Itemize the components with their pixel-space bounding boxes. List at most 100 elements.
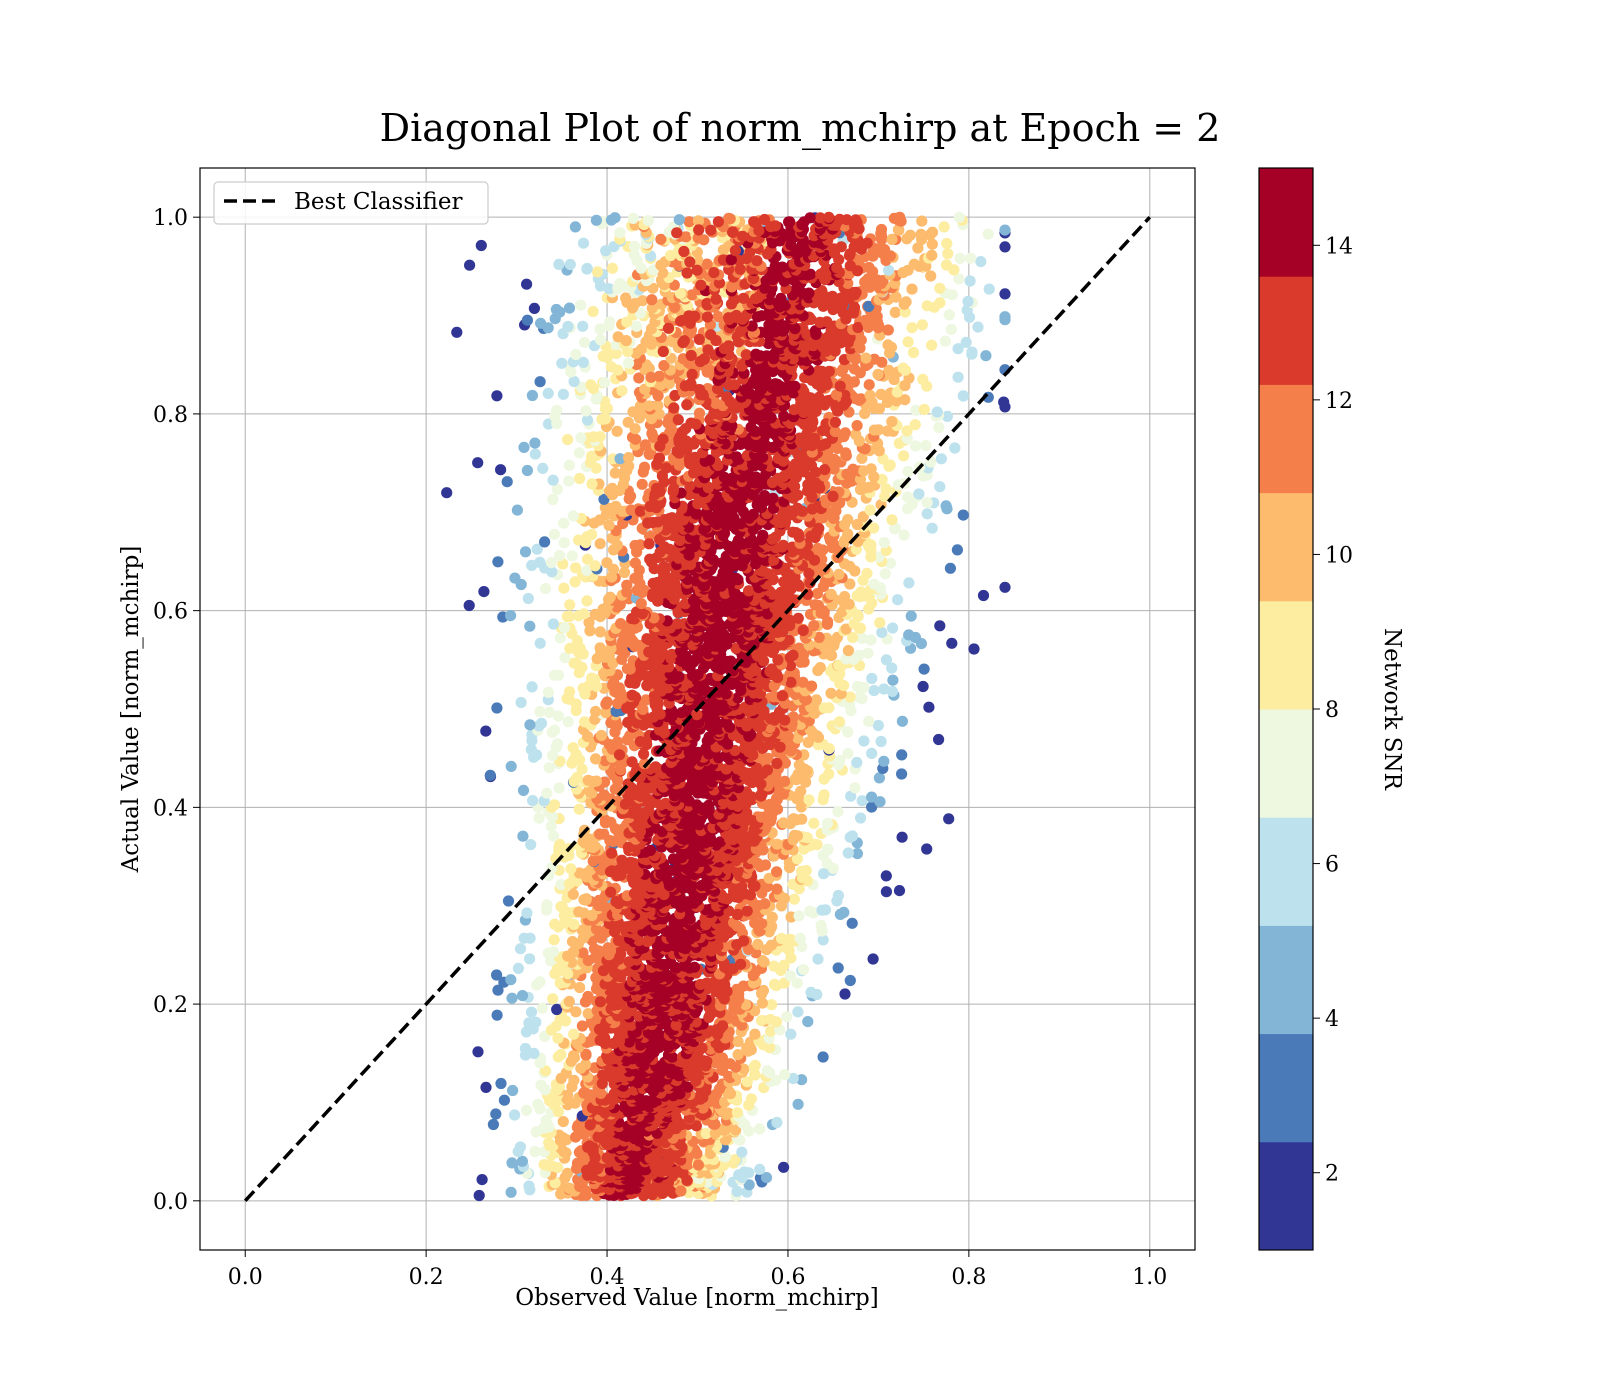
scatter-point bbox=[573, 803, 585, 815]
scatter-point bbox=[675, 1185, 687, 1197]
scatter-point bbox=[999, 224, 1011, 236]
scatter-point bbox=[502, 895, 515, 907]
scatter-point bbox=[741, 905, 753, 917]
scatter-point bbox=[854, 473, 867, 485]
scatter-point bbox=[580, 1058, 592, 1070]
scatter-point bbox=[846, 917, 858, 929]
scatter-point bbox=[669, 301, 681, 313]
scatter-point bbox=[913, 488, 925, 500]
scatter-point bbox=[825, 687, 837, 699]
scatter-point bbox=[983, 283, 995, 295]
scatter-point bbox=[630, 320, 643, 332]
scatter-point bbox=[954, 252, 966, 264]
scatter-point bbox=[543, 1137, 555, 1149]
scatter-point bbox=[872, 368, 884, 380]
scatter-point bbox=[526, 681, 538, 693]
scatter-point bbox=[894, 211, 906, 223]
scatter-point bbox=[873, 424, 885, 436]
scatter-point bbox=[638, 748, 650, 760]
scatter-point bbox=[880, 483, 892, 495]
scatter-point bbox=[792, 1098, 804, 1110]
scatter-point bbox=[886, 662, 898, 674]
scatter-point bbox=[614, 278, 626, 290]
scatter-point bbox=[880, 654, 893, 666]
scatter-point bbox=[701, 258, 713, 270]
scatter-point bbox=[943, 309, 955, 321]
scatter-point bbox=[692, 215, 705, 227]
scatter-point bbox=[628, 249, 640, 261]
scatter-point bbox=[749, 1059, 761, 1071]
scatter-point bbox=[960, 336, 972, 348]
scatter-point bbox=[791, 977, 803, 989]
scatter-point bbox=[491, 1009, 503, 1021]
scatter-point bbox=[855, 586, 867, 598]
scatter-point bbox=[640, 694, 652, 706]
scatter-point bbox=[832, 805, 844, 818]
scatter-point bbox=[541, 899, 553, 911]
scatter-point bbox=[614, 227, 626, 239]
scatter-point bbox=[555, 1142, 567, 1155]
scatter-point bbox=[802, 1016, 814, 1028]
scatter-point bbox=[916, 215, 928, 227]
scatter-point bbox=[562, 716, 574, 728]
scatter-point bbox=[938, 221, 950, 233]
scatter-point bbox=[505, 760, 517, 773]
scatter-point bbox=[771, 838, 783, 850]
scatter-point bbox=[552, 1032, 564, 1044]
scatter-point bbox=[860, 352, 872, 364]
scatter-point bbox=[808, 817, 820, 829]
scatter-point bbox=[586, 672, 598, 684]
scatter-point bbox=[868, 522, 880, 534]
scatter-point bbox=[521, 464, 534, 477]
scatter-point bbox=[605, 886, 617, 898]
scatter-point bbox=[771, 757, 783, 770]
scatter-point bbox=[966, 346, 978, 358]
scatter-point bbox=[478, 586, 490, 598]
scatter-point bbox=[577, 947, 589, 959]
scatter-point bbox=[794, 932, 806, 945]
scatter-point bbox=[788, 893, 800, 905]
scatter-point bbox=[584, 625, 596, 637]
scatter-point bbox=[577, 237, 590, 249]
scatter-point bbox=[883, 264, 895, 276]
scatter-point bbox=[771, 883, 783, 895]
scatter-point bbox=[851, 848, 864, 860]
scatter-point bbox=[559, 652, 571, 664]
scatter-point bbox=[577, 1152, 590, 1164]
chart-title: Diagonal Plot of norm_mchirp at Epoch = … bbox=[380, 106, 1221, 151]
scatter-point bbox=[616, 854, 628, 866]
scatter-point bbox=[980, 350, 992, 362]
scatter-point bbox=[558, 622, 571, 634]
scatter-point bbox=[901, 491, 914, 503]
scatter-point bbox=[898, 529, 910, 541]
scatter-point bbox=[754, 1123, 766, 1135]
scatter-point bbox=[568, 1028, 580, 1040]
scatter-point bbox=[856, 452, 868, 464]
scatter-point bbox=[543, 706, 556, 719]
scatter-point bbox=[620, 292, 632, 304]
scatter-point bbox=[754, 1163, 766, 1175]
scatter-point bbox=[953, 273, 965, 285]
scatter-point bbox=[926, 238, 938, 250]
scatter-point bbox=[812, 542, 824, 555]
scatter-point bbox=[548, 528, 561, 540]
scatter-point bbox=[873, 551, 885, 563]
scatter-point bbox=[793, 910, 805, 922]
scatter-point bbox=[580, 1048, 592, 1060]
scatter-point bbox=[542, 686, 555, 699]
scatter-point bbox=[713, 1083, 726, 1095]
scatter-point bbox=[842, 726, 854, 738]
scatter-point bbox=[576, 763, 588, 775]
scatter-point bbox=[627, 212, 639, 224]
scatter-point bbox=[563, 302, 576, 314]
scatter-point bbox=[850, 429, 862, 441]
scatter-point bbox=[800, 864, 812, 877]
scatter-point bbox=[582, 774, 594, 786]
scatter-point bbox=[842, 528, 854, 540]
scatter-point bbox=[766, 911, 778, 923]
scatter-point bbox=[972, 321, 984, 333]
scatter-point bbox=[566, 550, 578, 562]
scatter-point bbox=[548, 799, 561, 811]
scatter-point bbox=[472, 1046, 484, 1058]
